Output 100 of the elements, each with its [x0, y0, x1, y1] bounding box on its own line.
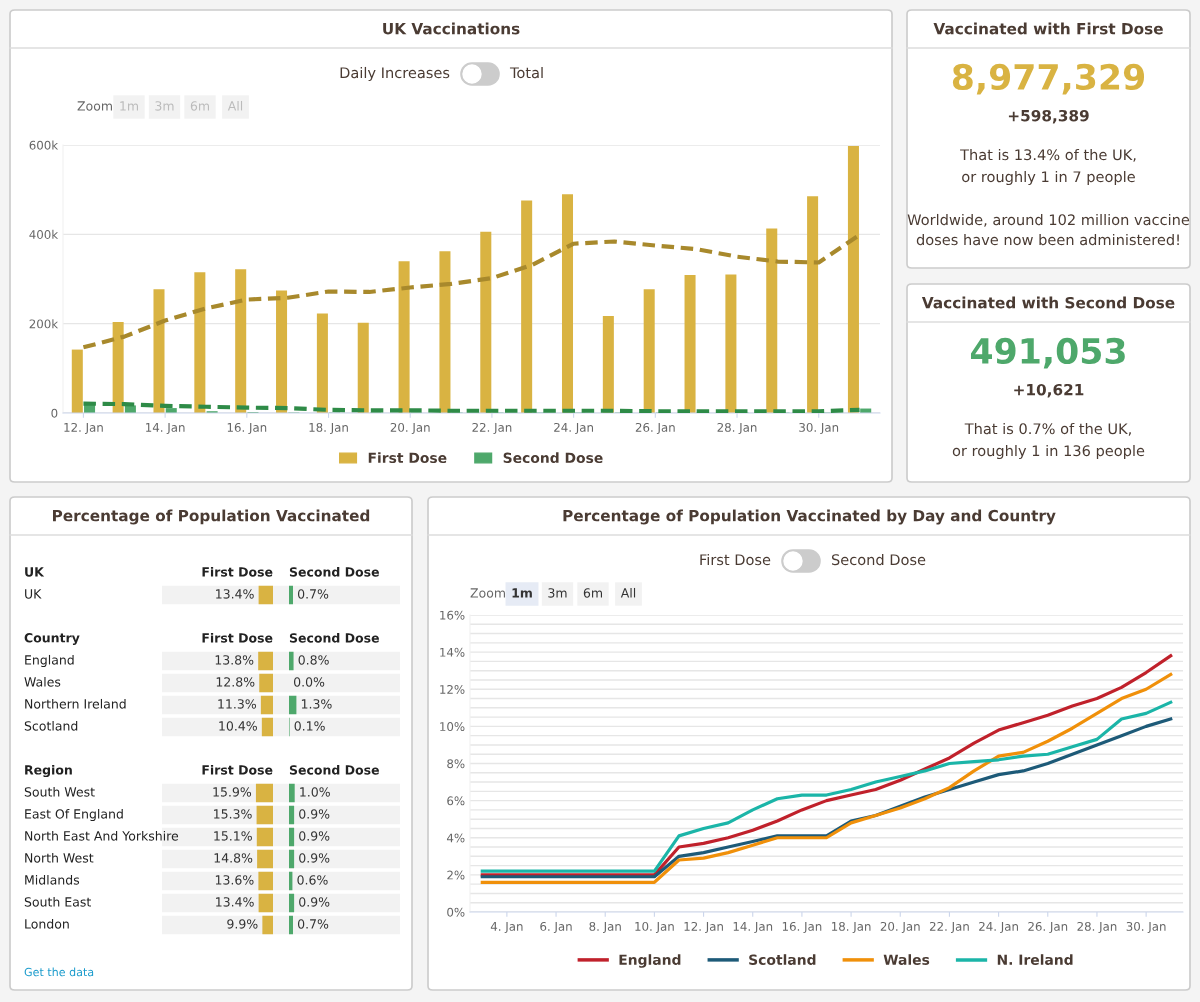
data-label: 1.0% [300, 787, 330, 797]
x-tick-label: 14. Jan [733, 922, 773, 934]
x-tick-label: 26. Jan [1028, 921, 1068, 934]
y-tick-label: 8% [447, 759, 465, 769]
legend-label: Scotland [749, 954, 816, 965]
data-label: 13.6% [215, 875, 254, 885]
text: Second Dose [289, 764, 379, 775]
text: or roughly 1 in 136 people [952, 444, 1145, 460]
y-tick-label: 0% [447, 907, 465, 917]
x-tick-label: 30. Jan [1126, 921, 1166, 934]
text: Zoom [77, 101, 112, 111]
data-label: 0.9% [299, 853, 330, 863]
data-label: 12.8% [216, 677, 255, 687]
text: Worldwide, around 102 million vaccine [907, 213, 1190, 227]
x-tick-label: 6. Jan [540, 921, 572, 934]
text: That is 13.4% of the UK, [960, 148, 1136, 162]
y-tick-label: 2% [447, 870, 465, 880]
text: 3m [548, 588, 567, 598]
series-label: First Dose [202, 566, 273, 577]
data-label: 13.4% [216, 589, 254, 599]
legend-label: N. Ireland [997, 954, 1073, 965]
x-tick-label: 4. Jan [490, 922, 523, 934]
y-tick-label: 12% [440, 684, 465, 694]
text: Vaccinated with First Dose [933, 22, 1163, 35]
text: First Dose [700, 553, 771, 566]
x-tick-label: 8. Jan [589, 921, 621, 934]
y-tick-label: 200k [29, 319, 59, 329]
y-tick-label: 0 [51, 408, 58, 418]
y-tick-label: 400k [29, 229, 59, 239]
data-label: 13.4% [216, 897, 254, 907]
text: First Dose [202, 632, 273, 643]
text: Total [509, 66, 543, 79]
legend-label: England [619, 954, 681, 968]
text: +10,621 [1014, 383, 1084, 398]
text: All [620, 587, 636, 598]
y-tick-label: 14% [440, 647, 465, 657]
y-tick-label: Scotland [24, 720, 78, 731]
y-tick-label: 600k [29, 140, 59, 150]
y-tick-label: Country [24, 633, 80, 646]
x-tick-label: 20. Jan [390, 422, 430, 435]
data-label: 13.8% [215, 655, 254, 665]
x-tick-label: 18. Jan [832, 921, 871, 934]
text: Second Dose [831, 553, 926, 566]
y-tick-label: Region [25, 764, 72, 778]
y-tick-label: 16% [440, 610, 465, 620]
text: Second Dose [289, 632, 379, 643]
data-label: 0.9% [299, 831, 330, 841]
x-tick-label: 22. Jan [472, 422, 512, 435]
y-tick-label: London [25, 918, 69, 929]
text: Zoom [470, 588, 505, 598]
text: 1m [512, 588, 532, 598]
y-tick-label: England [25, 654, 74, 668]
data-label: 15.1% [214, 831, 252, 841]
x-tick-label: 12. Jan [684, 921, 723, 934]
text: +598,389 [1008, 109, 1089, 124]
x-tick-label: 26. Jan [635, 422, 675, 435]
data-label: 0.7% [297, 919, 329, 929]
data-label: 1.3% [301, 699, 332, 709]
legend-label: Wales [883, 954, 930, 965]
text: Get the data [24, 967, 94, 977]
data-label: 15.3% [214, 809, 252, 819]
text: 6m [583, 588, 602, 598]
text: Vaccinated with Second Dose [921, 296, 1175, 309]
x-tick-label: 20. Jan [880, 921, 920, 934]
data-label: 0.8% [298, 655, 329, 665]
y-tick-label: UK [25, 589, 42, 599]
text: First Dose [202, 764, 273, 775]
x-tick-label: 28. Jan [1077, 921, 1117, 934]
data-label: 0.9% [299, 897, 330, 907]
x-tick-label: 10. Jan [635, 921, 674, 934]
y-tick-label: Northern Ireland [25, 698, 126, 709]
y-tick-label: 6% [447, 796, 465, 806]
y-tick-label: UK [25, 567, 45, 577]
x-tick-label: 30. Jan [799, 422, 839, 435]
data-label: 14.8% [214, 853, 253, 863]
data-label: 0.1% [294, 721, 325, 731]
y-tick-label: South West [24, 786, 95, 797]
series-label: Second Dose [289, 566, 379, 577]
text: That is 0.7% of the UK, [964, 422, 1131, 436]
x-tick-label: 22. Jan [929, 921, 969, 934]
y-tick-label: South East [24, 896, 91, 907]
data-label: 0.6% [297, 875, 328, 885]
data-label: 0.9% [299, 809, 330, 819]
legend-label: Second Dose [503, 452, 603, 464]
x-tick-label: 14. Jan [146, 423, 185, 435]
text: 491,053 [970, 337, 1125, 369]
data-label: 9.9% [227, 919, 258, 929]
y-tick-label: 10% [440, 722, 465, 732]
x-tick-label: 12. Jan [64, 422, 103, 435]
text: or roughly 1 in 7 people [962, 170, 1135, 186]
x-tick-label: 24. Jan [979, 921, 1018, 934]
legend-label: First Dose [368, 452, 447, 464]
data-label: 0.0% [293, 677, 325, 687]
y-tick-label: North West [25, 852, 94, 863]
y-tick-label: Wales [24, 676, 61, 687]
chart-title: Percentage of Population Vaccinated by Day and Country [563, 509, 1056, 525]
x-tick-label: 28. Jan [717, 422, 757, 435]
y-tick-label: 4% [446, 833, 465, 843]
chart-title: Percentage of Population Vaccinated [53, 509, 370, 525]
data-label: 10.4% [219, 721, 257, 731]
